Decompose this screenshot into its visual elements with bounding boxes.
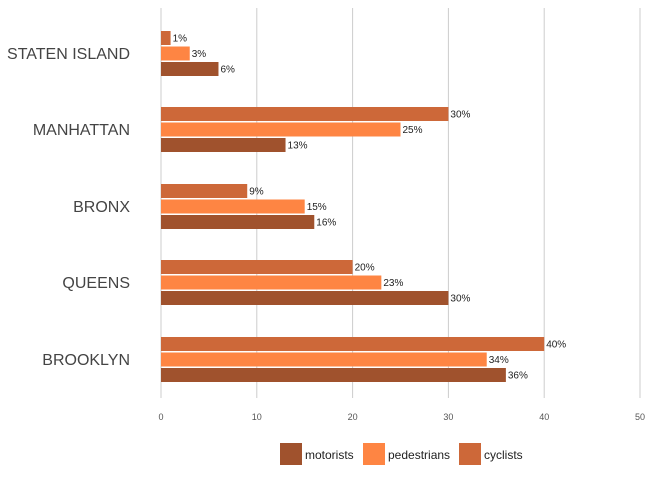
bars: 1% 3% 6% 30% 25% 13% 9% 15% 16% 20% 23% 30% 40% 34% 36…	[161, 31, 566, 382]
category-label-0: STATEN ISLAND	[7, 46, 130, 63]
bar-cyclists-1	[161, 107, 449, 121]
x-tick-label-20: 20	[348, 412, 358, 422]
data-label-cyclists-2: 9%	[249, 187, 264, 198]
data-label-cyclists-1: 30%	[450, 110, 470, 121]
bar-pedestrians-1	[161, 122, 401, 137]
category-label-3: QUEENS	[62, 275, 130, 292]
data-label-pedestrians-1: 25%	[403, 125, 423, 136]
data-label-motorists-0: 6%	[220, 65, 235, 76]
bar-motorists-2	[161, 215, 315, 229]
data-label-motorists-1: 13%	[288, 141, 308, 152]
legend: motorists pedestrians cyclists	[280, 443, 523, 465]
x-tick-label-40: 40	[539, 412, 549, 422]
bar-motorists-3	[161, 291, 449, 305]
category-label-1: MANHATTAN	[33, 122, 130, 139]
bar-pedestrians-3	[161, 275, 382, 290]
bar-pedestrians-2	[161, 199, 305, 214]
bar-motorists-0	[161, 62, 219, 76]
legend-label-pedestrians: pedestrians	[388, 448, 450, 462]
legend-swatch-cyclists	[459, 443, 481, 465]
legend-label-motorists: motorists	[305, 448, 354, 462]
bar-cyclists-0	[161, 31, 171, 45]
category-labels: STATEN ISLAND MANHATTAN BRONX QUEENS BROOKLY…	[7, 46, 130, 369]
legend-label-cyclists: cyclists	[484, 448, 523, 462]
bar-cyclists-4	[161, 337, 545, 351]
bar-cyclists-3	[161, 260, 353, 274]
data-label-pedestrians-3: 23%	[383, 278, 403, 289]
data-label-motorists-2: 16%	[316, 218, 336, 229]
legend-swatch-pedestrians	[363, 443, 385, 465]
data-label-pedestrians-2: 15%	[307, 202, 327, 213]
legend-swatch-motorists	[280, 443, 302, 465]
bar-motorists-4	[161, 368, 506, 382]
x-tick-label-30: 30	[443, 412, 453, 422]
data-label-cyclists-4: 40%	[546, 340, 566, 351]
data-label-pedestrians-4: 34%	[489, 355, 509, 366]
x-tick-label-0: 0	[158, 412, 163, 422]
bar-motorists-1	[161, 138, 286, 152]
bar-cyclists-2	[161, 184, 248, 198]
data-label-cyclists-3: 20%	[355, 263, 375, 274]
x-tick-label-50: 50	[635, 412, 645, 422]
category-label-2: BRONX	[73, 199, 130, 216]
category-label-4: BROOKLYN	[42, 352, 130, 369]
x-tick-labels: 0 10 20 30 40 50	[158, 412, 645, 422]
grid-lines	[160, 8, 641, 398]
data-label-motorists-4: 36%	[508, 371, 528, 382]
data-label-motorists-3: 30%	[450, 294, 470, 305]
x-tick-label-10: 10	[252, 412, 262, 422]
bar-pedestrians-0	[161, 46, 190, 61]
bar-pedestrians-4	[161, 352, 487, 367]
data-label-pedestrians-0: 3%	[192, 49, 207, 60]
data-label-cyclists-0: 1%	[173, 34, 188, 45]
